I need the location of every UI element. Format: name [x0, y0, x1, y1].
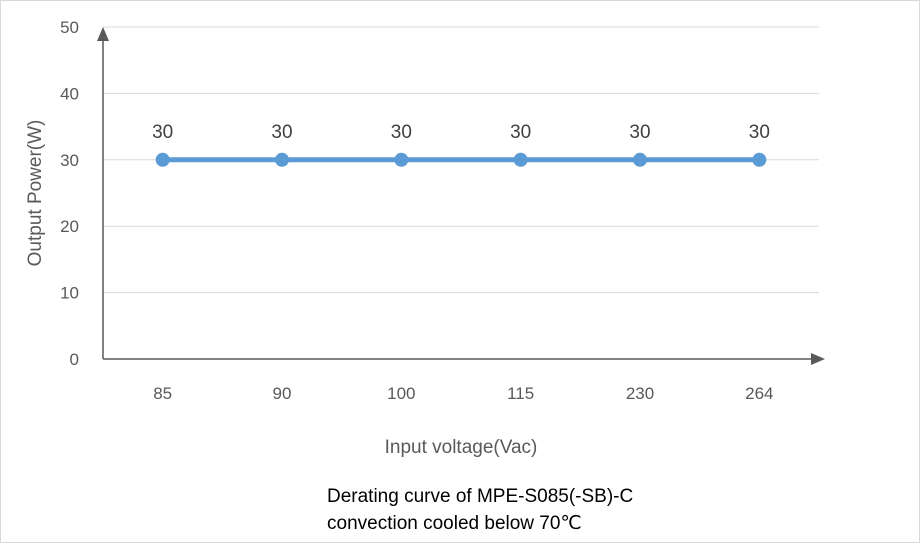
x-axis-arrow-icon — [811, 353, 825, 365]
y-tick-label: 10 — [60, 284, 79, 303]
x-tick-label: 264 — [745, 384, 773, 403]
data-point — [155, 152, 170, 167]
data-label: 30 — [749, 122, 770, 143]
y-tick-label: 50 — [60, 18, 79, 37]
y-tick-label: 0 — [70, 350, 79, 369]
data-point — [394, 152, 409, 167]
series-line — [155, 152, 767, 167]
x-tick-label: 115 — [507, 384, 534, 403]
data-point — [513, 152, 528, 167]
x-tick-label: 230 — [626, 384, 654, 403]
data-label: 30 — [391, 122, 412, 143]
x-tick-label: 100 — [387, 384, 415, 403]
caption-line-2: convection cooled below 70℃ — [327, 513, 582, 534]
y-axis-title: Output Power(W) — [25, 120, 46, 267]
caption-line-1: Derating curve of MPE-S085(-SB)-C — [327, 486, 634, 507]
data-label: 30 — [510, 122, 531, 143]
data-label: 30 — [271, 122, 292, 143]
data-label: 30 — [629, 122, 650, 143]
y-tick-label: 30 — [60, 151, 79, 170]
x-tick-label: 85 — [153, 384, 172, 403]
data-point — [633, 152, 647, 167]
y-tick-label: 40 — [60, 84, 79, 103]
axes — [97, 27, 825, 365]
x-tick-label: 90 — [273, 384, 292, 403]
data-labels: 30 30 30 30 30 30 — [152, 122, 770, 143]
x-axis-ticks: 85 90 100 115 230 264 — [153, 384, 773, 403]
chart-caption: Derating curve of MPE-S085(-SB)-C convec… — [327, 483, 633, 537]
y-axis-ticks: 0 10 20 30 40 50 — [60, 18, 79, 369]
data-label: 30 — [152, 122, 173, 143]
data-point — [752, 152, 767, 167]
y-tick-label: 20 — [60, 217, 79, 236]
y-axis-arrow-icon — [97, 27, 109, 41]
data-point — [275, 152, 289, 167]
x-axis-title: Input voltage(Vac) — [385, 437, 538, 458]
